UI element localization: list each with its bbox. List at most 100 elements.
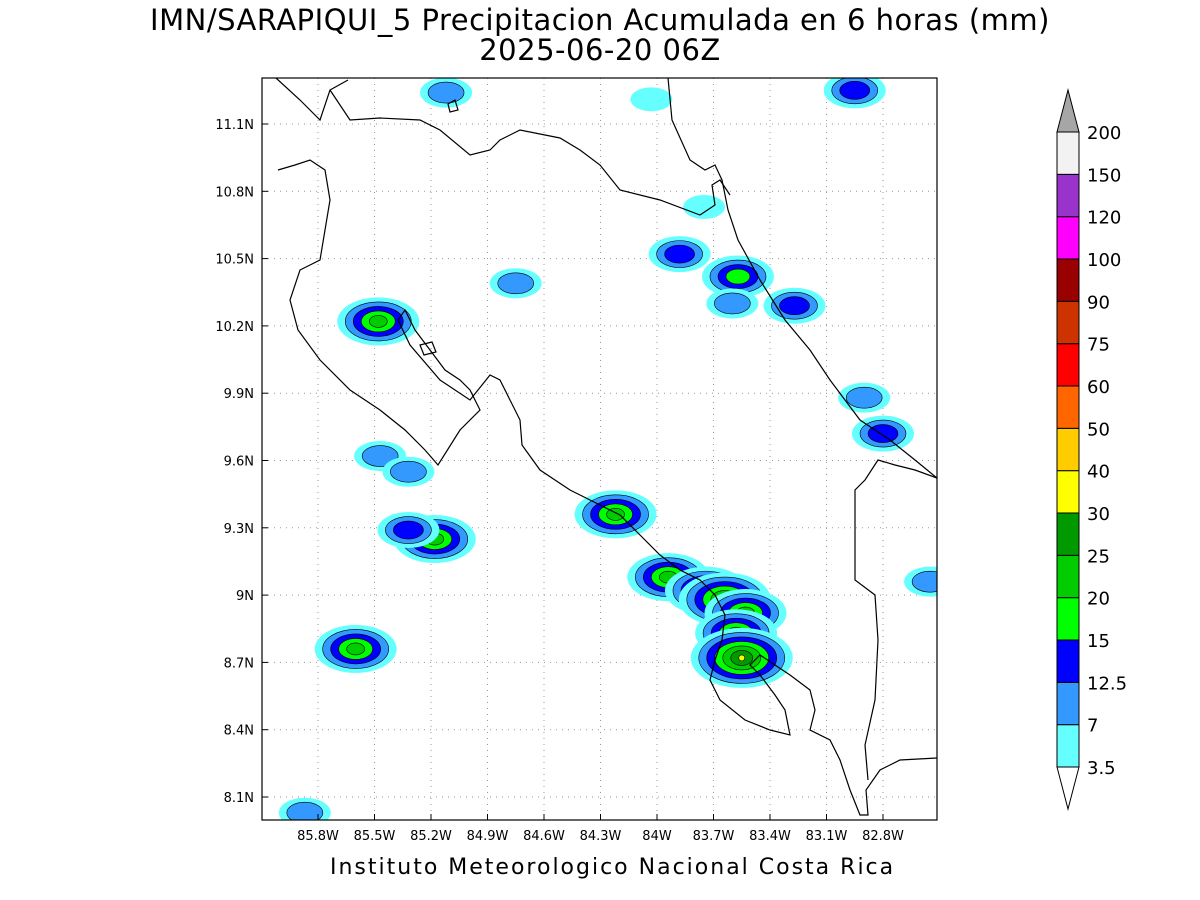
precip-contour <box>779 296 810 316</box>
lat-tick-label: 11.1N <box>215 118 254 133</box>
colorbar-swatch <box>1056 639 1080 683</box>
coastline <box>275 78 937 816</box>
colorbar-swatch <box>1056 681 1080 726</box>
coastline-pacific-west <box>277 159 937 816</box>
precip-contour <box>664 244 695 264</box>
lat-tick-label: 9.9N <box>224 387 254 402</box>
colorbar-swatch <box>1056 724 1080 768</box>
map-title: IMN/SARAPIQUI_5 Precipitacion Acumulada … <box>150 3 1050 37</box>
precip-cell <box>314 624 397 673</box>
lon-tick-label: 84.3W <box>580 829 622 844</box>
lon-tick-label: 84.9W <box>467 829 509 844</box>
border-panama <box>854 459 937 781</box>
precip-cell <box>852 415 914 452</box>
colorbar-label: 90 <box>1087 292 1110 313</box>
axis-ticks: 85.8W 85.5W 85.2W 84.9W 84.6W 84.3W 84W 83.7W 83… <box>215 118 904 844</box>
coastline-pacific-north <box>275 78 731 216</box>
colorbar-swatch <box>1056 554 1080 599</box>
precip-contour <box>368 315 388 328</box>
precip-contour <box>867 424 899 443</box>
precip-cell <box>574 490 657 539</box>
colorbar-label: 40 <box>1087 462 1110 483</box>
colorbar-swatch <box>1056 385 1080 429</box>
colorbar-swatch <box>1056 343 1080 387</box>
precip-cell <box>823 78 886 109</box>
precip-cell <box>382 456 435 487</box>
footer-credit: Instituto Meteorologico Nacional Costa R… <box>330 855 896 880</box>
colorbar-label: 75 <box>1087 335 1110 356</box>
coastline-caribbean <box>667 78 937 479</box>
colorbar-label: 3.5 <box>1087 758 1116 779</box>
colorbar-label: 20 <box>1087 589 1110 610</box>
colorbar-swatch <box>1056 258 1080 302</box>
precip-contour <box>839 81 871 100</box>
colorbar-lower-arrow <box>1056 766 1080 811</box>
colorbar-label: 30 <box>1087 504 1110 525</box>
lon-tick-label: 84W <box>642 829 672 844</box>
lat-tick-label: 10.2N <box>215 320 254 335</box>
island-north <box>447 99 459 113</box>
colorbar-label: 150 <box>1087 165 1121 186</box>
precip-cell <box>904 566 937 597</box>
precip-contour <box>497 272 535 295</box>
precip-contour <box>286 801 324 820</box>
lat-tick-label: 10.5N <box>215 253 254 268</box>
grid-lines <box>262 78 937 820</box>
precip-contour <box>606 508 625 521</box>
precip-cell <box>701 255 774 298</box>
precip-contour <box>427 81 465 104</box>
colorbar-label: 25 <box>1087 546 1110 567</box>
colorbar-legend: 3.5 7 12.5 15 20 25 30 40 50 60 75 90 100 120 150 200 <box>1056 88 1127 811</box>
colorbar-label: 12.5 <box>1087 673 1127 694</box>
island <box>419 341 437 356</box>
colorbar-label: 120 <box>1087 208 1121 229</box>
precip-cell <box>690 627 793 688</box>
precip-cell <box>838 382 891 413</box>
colorbar-swatch <box>1056 300 1080 345</box>
precip-cell <box>337 297 420 346</box>
precip-cell <box>648 236 711 273</box>
colorbar-label: 60 <box>1087 377 1110 398</box>
lon-tick-label: 82.8W <box>862 829 904 844</box>
map-frame <box>261 77 938 821</box>
colorbar-swatch <box>1056 131 1080 175</box>
precip-cell <box>706 288 759 319</box>
colorbar-label: 7 <box>1087 716 1098 737</box>
lon-tick-label: 83.7W <box>693 829 735 844</box>
lon-tick-label: 83.4W <box>749 829 791 844</box>
lon-tick-label: 83.1W <box>806 829 848 844</box>
lat-tick-label: 8.4N <box>224 724 254 739</box>
lat-tick-label: 9N <box>236 589 254 604</box>
precip-cell <box>278 797 331 820</box>
lat-tick-label: 9.3N <box>224 522 254 537</box>
colorbar-swatch <box>1056 216 1080 260</box>
colorbar-label: 50 <box>1087 419 1110 440</box>
lat-tick-label: 9.6N <box>224 455 254 470</box>
precip-cell <box>683 195 726 220</box>
colorbar-swatch <box>1056 470 1080 514</box>
precip-cell <box>420 78 473 108</box>
lon-tick-label: 85.8W <box>297 829 339 844</box>
colorbar-label: 15 <box>1087 631 1110 652</box>
lat-tick-label: 8.7N <box>224 656 254 671</box>
precip-contour <box>393 520 424 540</box>
lat-tick-label: 8.1N <box>224 791 254 806</box>
precip-contour <box>845 386 883 409</box>
precip-contour <box>346 642 365 656</box>
precip-cell <box>630 87 673 112</box>
colorbar-upper-arrow <box>1056 88 1080 133</box>
colorbar-label: 100 <box>1087 250 1121 271</box>
precip-contour <box>911 570 937 593</box>
colorbar-swatch <box>1056 512 1080 556</box>
map-subtitle-datetime: 2025-06-20 06Z <box>479 33 721 67</box>
precip-contour <box>361 445 399 467</box>
colorbar-swatch <box>1056 427 1080 472</box>
precip-contour <box>725 268 751 285</box>
precip-contour <box>683 195 726 220</box>
precip-cell <box>489 268 542 299</box>
precip-contour <box>630 87 673 112</box>
colorbar-swatch <box>1056 173 1080 218</box>
precip-cell <box>377 512 440 549</box>
precip-cell <box>763 287 826 324</box>
